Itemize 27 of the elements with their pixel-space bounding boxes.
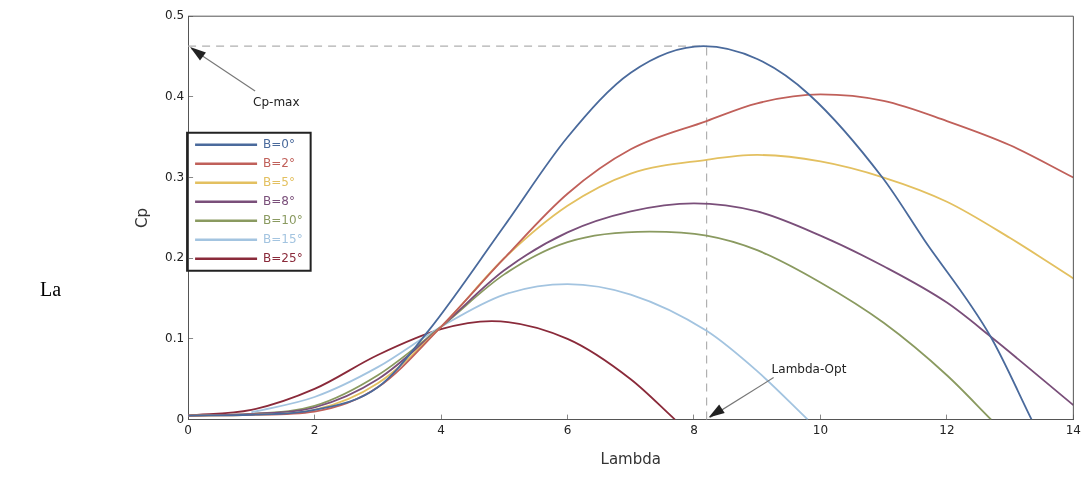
y-tick-label: 0 [176,411,185,426]
x-tick-label: 2 [310,422,319,437]
x-tick-label: 6 [563,422,572,437]
text: B=10° [263,212,303,227]
y-tick-label: 0.1 [164,331,185,346]
text: B=0° [263,136,296,151]
y-tick-label: 0.4 [164,89,185,103]
x-tick-label: 8 [690,422,698,437]
text: B=5° [263,174,296,189]
line-series [188,320,676,420]
y-tick-label: 0.3 [164,169,185,184]
y-tick-label: 0.2 [164,250,185,265]
annotation: Lambda-Opt [771,361,847,376]
y-tick-label: 0.5 [164,8,185,23]
text: B=8° [263,193,296,208]
line-series [188,45,1033,420]
x-tick-label: 12 [939,422,955,437]
x-tick-label: 14 [1065,422,1082,437]
text: B=25° [263,250,303,265]
x-tick-label: 4 [437,422,445,437]
x-tick-label: 10 [812,422,829,437]
annotation: Cp-max [253,95,300,110]
text: B=15° [263,231,303,246]
text: B=2° [263,155,296,170]
y-axis-title: Cp [132,207,151,228]
x-axis-title: Lambda [600,449,661,468]
text: La [40,278,62,301]
